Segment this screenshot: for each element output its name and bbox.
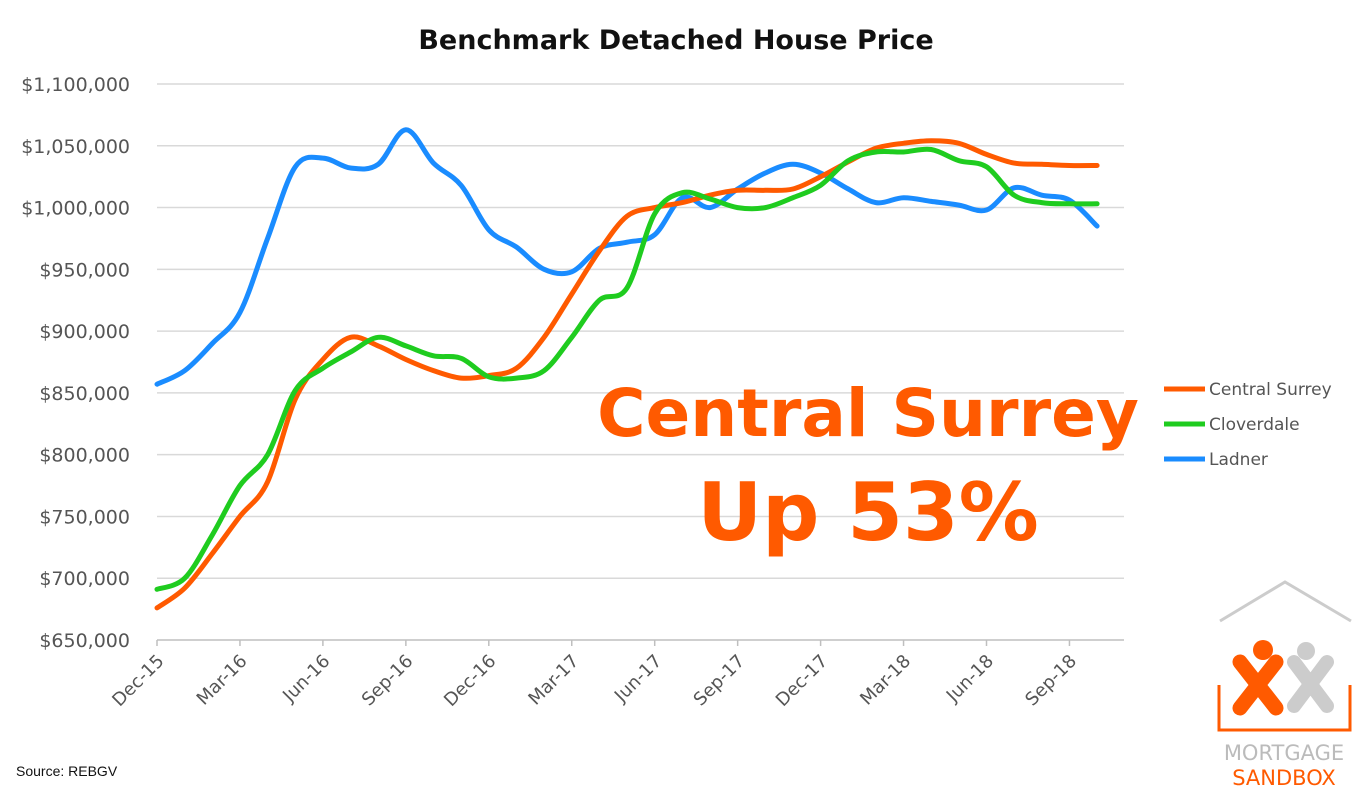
logo-text-mortgage: MORTGAGE	[1224, 741, 1344, 765]
house-people-logo-icon	[1217, 580, 1352, 732]
x-tick-label: Jun-18	[942, 651, 998, 707]
legend-label-central-surrey: Central Surrey	[1209, 380, 1332, 400]
annotation-line-2: Up 53%	[697, 466, 1039, 559]
y-tick-label: $800,000	[39, 445, 130, 467]
y-tick-label: $1,050,000	[21, 136, 130, 158]
y-tick-label: $950,000	[39, 259, 130, 281]
source-note: Source: REBGV	[16, 763, 118, 779]
y-tick-label: $750,000	[39, 506, 130, 528]
x-tick-label: Sep-17	[690, 651, 750, 711]
legend: Central Surrey Cloverdale Ladner	[1164, 380, 1332, 470]
grid	[157, 83, 1124, 641]
x-tick-label: Sep-16	[358, 651, 418, 711]
legend-label-cloverdale: Cloverdale	[1209, 415, 1300, 435]
series-lines	[154, 127, 1100, 611]
x-tick-label: Mar-17	[524, 651, 583, 710]
series-line-ladner	[154, 127, 1100, 387]
annotation-line-1: Central Surrey	[597, 375, 1139, 452]
x-tick-label: Dec-15	[108, 651, 168, 711]
x-axis-ticks: Dec-15 Mar-16 Jun-16 Sep-16 Dec-16 Mar-17 Jun-…	[108, 640, 1081, 711]
y-tick-label: $1,000,000	[21, 198, 130, 220]
y-tick-label: $1,100,000	[21, 74, 130, 96]
legend-label-ladner: Ladner	[1209, 450, 1268, 470]
x-tick-label: Jun-16	[278, 651, 334, 707]
y-tick-label: $850,000	[39, 383, 130, 405]
y-tick-label: $650,000	[39, 630, 130, 652]
x-tick-label: Mar-18	[856, 651, 915, 710]
x-tick-label: Mar-16	[193, 651, 252, 710]
y-tick-label: $700,000	[39, 568, 130, 590]
y-tick-label: $900,000	[39, 321, 130, 343]
series-line-cloverdale	[154, 146, 1100, 592]
x-tick-label: Dec-17	[772, 651, 832, 711]
x-tick-label: Jun-17	[610, 651, 666, 707]
chart-title: Benchmark Detached House Price	[418, 25, 933, 56]
y-axis-ticks: $650,000 $700,000 $750,000 $800,000 $850,000…	[21, 74, 130, 652]
logo-text-sandbox: SANDBOX	[1232, 766, 1336, 790]
x-tick-label: Dec-16	[440, 651, 500, 711]
mortgage-sandbox-logo: MORTGAGE SANDBOX	[1217, 580, 1352, 790]
x-tick-label: Sep-18	[1021, 651, 1081, 711]
